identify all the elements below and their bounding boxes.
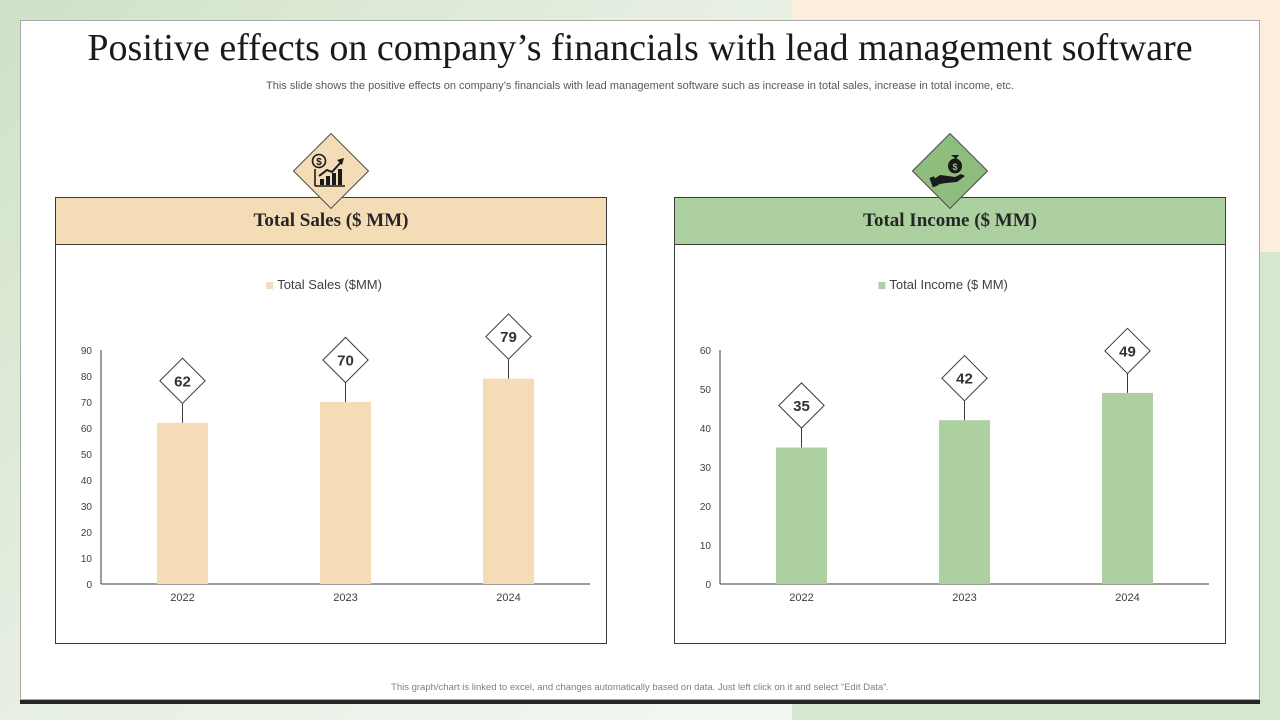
- callout-diamond: [941, 354, 988, 402]
- bar-2024: [1102, 392, 1153, 584]
- y-tick-label: 0: [86, 580, 92, 591]
- y-tick-label: 20: [81, 528, 93, 539]
- bar-2023: [939, 420, 990, 584]
- page-title: Positive effects on company’s financials…: [87, 27, 1193, 69]
- page-subtitle: This slide shows the positive effects on…: [266, 80, 1014, 92]
- legend-label: Total Income ($ MM): [889, 277, 1007, 292]
- data-label: 70: [337, 353, 354, 370]
- y-tick-label: 60: [81, 424, 93, 435]
- y-tick-label: 40: [81, 476, 93, 487]
- y-tick-label: 10: [81, 554, 93, 565]
- legend-swatch: [878, 282, 886, 289]
- data-label: 42: [956, 371, 973, 388]
- sales-growth-icon: $: [311, 153, 345, 187]
- y-tick-label: 0: [705, 580, 711, 591]
- y-tick-label: 70: [81, 398, 93, 409]
- x-tick-label: 2024: [496, 592, 520, 604]
- bar-2023: [320, 402, 371, 584]
- data-label: 79: [500, 329, 517, 346]
- total-sales-chart[interactable]: Total Sales ($MM) 0 10 20 30 40 50 60 70 80 90 2022…: [56, 246, 606, 643]
- legend-label: Total Sales ($MM): [277, 277, 382, 292]
- legend-swatch: [266, 282, 274, 289]
- y-tick-label: 50: [81, 450, 93, 461]
- data-label: 62: [174, 373, 191, 390]
- callout-diamond: [159, 357, 206, 405]
- footnote: This graph/chart is linked to excel, and…: [391, 682, 889, 693]
- x-tick-label: 2023: [952, 592, 976, 604]
- slide-bottom-bar: [20, 700, 1260, 704]
- x-tick-label: 2024: [1115, 592, 1139, 604]
- money-bag-hand-icon: $: [929, 155, 965, 188]
- data-label: 35: [793, 398, 810, 415]
- callout-diamond: [322, 336, 369, 384]
- x-tick-label: 2022: [170, 592, 194, 604]
- y-tick-label: 90: [81, 346, 93, 357]
- y-tick-label: 10: [700, 541, 712, 552]
- x-tick-label: 2022: [789, 592, 813, 604]
- y-tick-label: 50: [700, 385, 712, 396]
- y-tick-label: 30: [81, 502, 93, 513]
- total-income-chart[interactable]: Total Income ($ MM) 0 10 20 30 40 50 60 2022 35 20…: [675, 246, 1225, 643]
- x-tick-label: 2023: [333, 592, 357, 604]
- callout-diamond: [778, 382, 825, 429]
- y-tick-label: 40: [700, 424, 712, 435]
- y-tick-label: 20: [700, 502, 712, 513]
- callout-diamond: [485, 313, 532, 360]
- callout-diamond: [1104, 327, 1151, 375]
- bar-2022: [776, 447, 827, 584]
- y-tick-label: 80: [81, 372, 93, 383]
- bar-2022: [157, 422, 208, 584]
- y-tick-label: 60: [700, 346, 712, 357]
- total-income-panel[interactable]: Total Income ($ MM) Total Income ($ MM) 0…: [674, 197, 1226, 644]
- total-sales-panel[interactable]: Total Sales ($ MM) Total Sales ($MM) 0 10 2…: [55, 197, 607, 644]
- y-tick-label: 30: [700, 463, 712, 474]
- svg-text:$: $: [952, 162, 957, 172]
- svg-text:$: $: [316, 157, 322, 168]
- data-label: 49: [1119, 343, 1136, 360]
- bar-2024: [483, 378, 534, 584]
